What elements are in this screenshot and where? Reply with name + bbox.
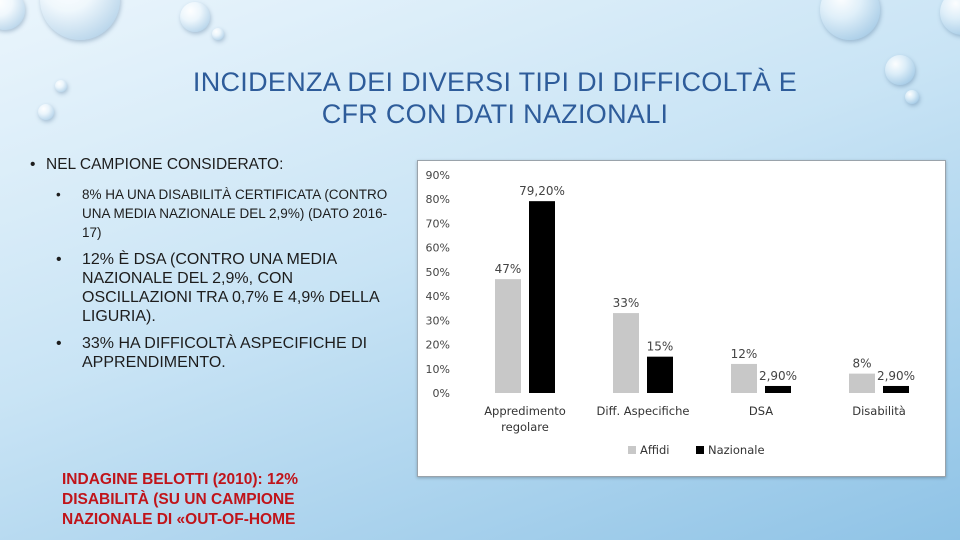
water-drop-decoration: [0, 0, 25, 30]
y-tick-label: 80%: [426, 193, 450, 206]
bar-nazionale: [529, 201, 555, 393]
data-label: 2,90%: [877, 369, 915, 383]
x-tick-label: Disabilità: [852, 404, 906, 418]
bullet-list: NEL CAMPIONE CONSIDERATO: 8% HA UNA DISA…: [30, 155, 390, 380]
bar-nazionale: [883, 385, 909, 393]
y-tick-label: 0%: [433, 387, 450, 400]
bar-chart-svg: 0% 10% 20% 30% 40% 50% 60% 70% 80% 90% 47% 79,20% Ap…: [426, 169, 916, 457]
x-tick-label: Diff. Aspecifiche: [597, 404, 690, 418]
data-label: 33%: [613, 296, 640, 310]
slide-title-line-1: INCIDENZA DEI DIVERSI TIPI DI DIFFICOLTÀ…: [192, 67, 798, 97]
x-tick-label: Appredimento: [484, 404, 566, 418]
sub-bullet-aspecific: 33% HA DIFFICOLTÀ ASPECIFICHE DI APPREND…: [56, 334, 390, 372]
water-drop-decoration: [180, 2, 210, 32]
slide-title: INCIDENZA DEI DIVERSI TIPI DI DIFFICOLTÀ…: [95, 66, 895, 130]
water-drop-decoration: [38, 104, 54, 120]
bar-nazionale: [765, 385, 791, 393]
water-drop-decoration: [212, 28, 224, 40]
data-label: 47%: [495, 262, 522, 276]
x-tick-label: DSA: [749, 404, 773, 418]
y-tick-label: 10%: [426, 363, 450, 376]
x-tick-label: regolare: [501, 420, 549, 434]
bar-affidi: [849, 373, 875, 393]
legend-label: Nazionale: [708, 443, 765, 457]
sub-bullet-disability: 8% HA UNA DISABILITÀ CERTIFICATA (CONTRO…: [56, 185, 390, 242]
y-tick-label: 90%: [426, 169, 450, 182]
water-drop-decoration: [905, 90, 919, 104]
bar-affidi: [731, 363, 757, 393]
bar-nazionale: [647, 356, 673, 393]
water-drop-decoration: [940, 0, 960, 35]
water-drop-decoration: [820, 0, 880, 40]
legend-swatch-affidi: [628, 446, 636, 454]
bar-affidi: [495, 279, 521, 393]
data-label: 2,90%: [759, 369, 797, 383]
water-drop-decoration: [40, 0, 120, 40]
data-label: 8%: [852, 357, 871, 371]
data-label: 12%: [731, 347, 758, 361]
data-label: 15%: [647, 340, 674, 354]
water-drop-decoration: [885, 55, 915, 85]
sub-bullet-list: 8% HA UNA DISABILITÀ CERTIFICATA (CONTRO…: [54, 185, 390, 372]
water-drop-decoration: [55, 80, 67, 92]
belotti-note: INDAGINE BELOTTI (2010): 12% DISABILITÀ …: [62, 471, 298, 528]
bar-chart: 0% 10% 20% 30% 40% 50% 60% 70% 80% 90% 47% 79,20% Ap…: [417, 160, 946, 477]
y-tick-label: 70%: [426, 217, 450, 230]
bar-affidi: [613, 313, 639, 393]
slide-title-line-2: CFR CON DATI NAZIONALI: [321, 99, 669, 129]
y-tick-label: 50%: [426, 266, 450, 279]
legend-swatch-nazionale: [696, 446, 704, 454]
data-label: 79,20%: [519, 184, 565, 198]
legend-label: Affidi: [640, 443, 669, 457]
y-tick-label: 60%: [426, 242, 450, 255]
bullet-main: NEL CAMPIONE CONSIDERATO:: [30, 155, 390, 175]
y-tick-label: 20%: [426, 339, 450, 352]
y-tick-label: 40%: [426, 290, 450, 303]
sub-bullet-dsa: 12% È DSA (CONTRO UNA MEDIA NAZIONALE DE…: [56, 250, 390, 326]
y-tick-label: 30%: [426, 314, 450, 327]
